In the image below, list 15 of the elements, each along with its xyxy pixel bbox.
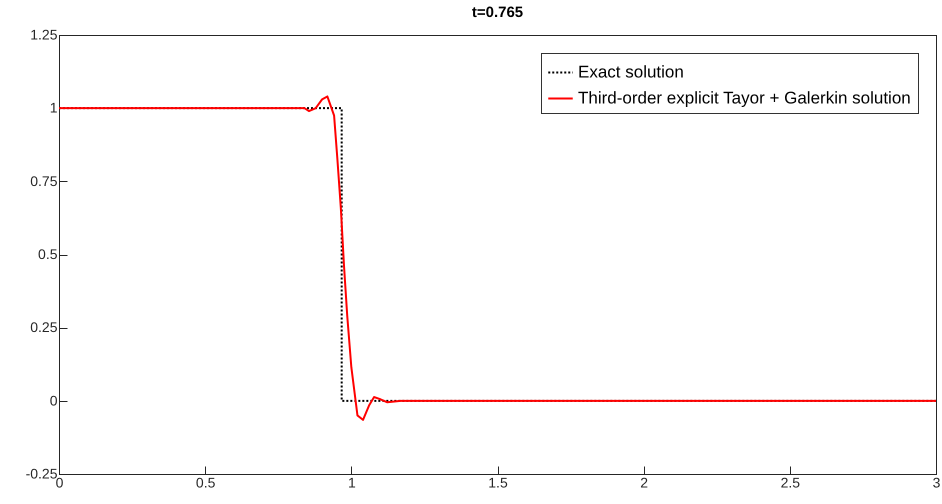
legend-label: Third-order explicit Tayor + Galerkin solution xyxy=(578,88,911,108)
x-tick-label: 2.5 xyxy=(780,474,800,490)
y-tick-label: 0.25 xyxy=(30,319,58,336)
chart-title: t=0.765 xyxy=(472,4,524,21)
x-tick-label: 1 xyxy=(348,474,356,490)
x-tick-label: 0.5 xyxy=(196,474,216,490)
y-tick-label: 0.75 xyxy=(30,172,58,189)
y-tick-label: 0.5 xyxy=(38,246,58,262)
x-tick-label: 1.5 xyxy=(488,474,508,490)
y-tick-label: 1 xyxy=(50,100,58,116)
legend-label: Exact solution xyxy=(578,62,684,82)
x-tick-label: 2 xyxy=(640,474,648,490)
y-tick-label: 0 xyxy=(50,392,58,408)
x-tick-label: 3 xyxy=(932,474,941,490)
y-tick-label: 1.25 xyxy=(30,26,58,42)
